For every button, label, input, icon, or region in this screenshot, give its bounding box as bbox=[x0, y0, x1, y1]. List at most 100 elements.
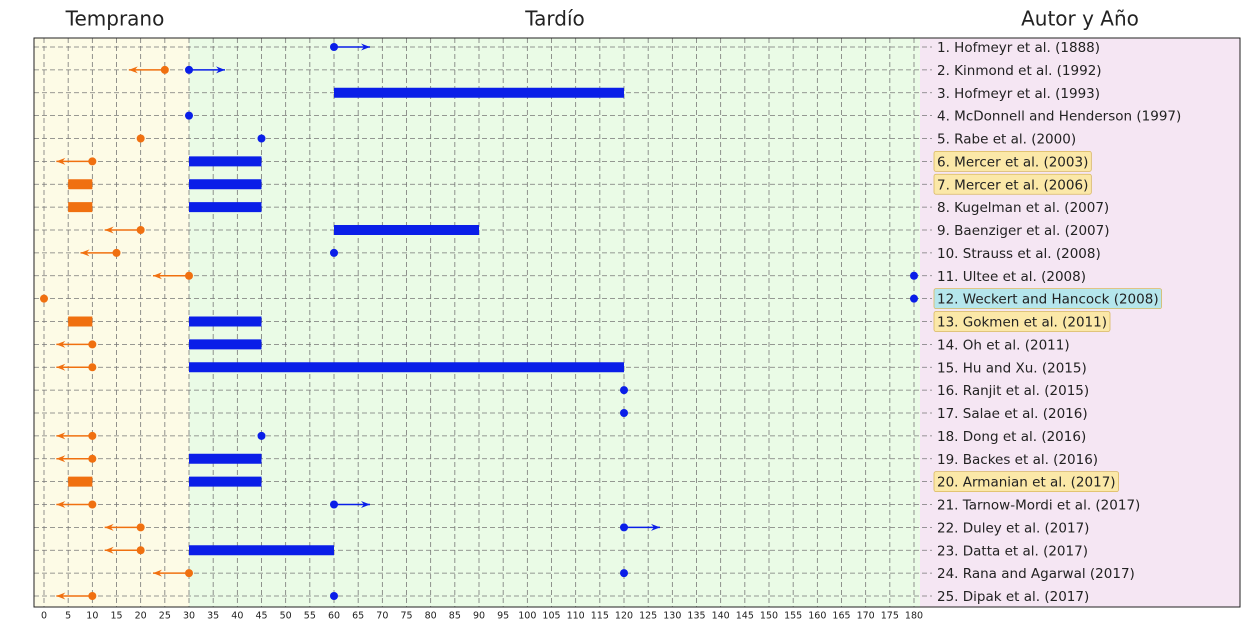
point bbox=[40, 294, 48, 303]
study-label: 10. Strauss et al. (2008) bbox=[937, 246, 1101, 262]
x-tick-label: 115 bbox=[591, 611, 609, 622]
point bbox=[88, 431, 97, 440]
x-tick-label: 30 bbox=[183, 611, 195, 622]
x-tick-label: 160 bbox=[808, 611, 826, 622]
study-label: 24. Rana and Agarwal (2017) bbox=[937, 566, 1135, 582]
point bbox=[160, 65, 169, 74]
point bbox=[136, 226, 145, 234]
x-tick-label: 145 bbox=[736, 611, 754, 622]
arrow-head bbox=[56, 432, 66, 440]
x-tick-label: 140 bbox=[712, 611, 730, 622]
label-highlight bbox=[933, 288, 1163, 310]
study-label: 8. Kugelman et al. (2007) bbox=[937, 200, 1109, 216]
study-label: 23. Datta et al. (2017) bbox=[937, 543, 1088, 559]
point bbox=[257, 431, 266, 440]
point bbox=[136, 546, 145, 555]
range-bar bbox=[189, 156, 262, 167]
point bbox=[88, 500, 97, 509]
study-label: 13. Gokmen et al. (2011) bbox=[937, 315, 1107, 331]
point bbox=[88, 592, 97, 600]
point bbox=[330, 500, 338, 509]
point bbox=[620, 409, 628, 417]
x-tick-label: 40 bbox=[231, 611, 243, 622]
study-label: 17. Salae et al. (2016) bbox=[937, 406, 1088, 422]
study-label: 12. Weckert and Hancock (2008) bbox=[937, 292, 1159, 308]
study-label: 22. Duley et al. (2017) bbox=[937, 520, 1089, 536]
range-bar bbox=[189, 362, 624, 373]
range-bar bbox=[334, 225, 479, 235]
study-label: 7. Mercer et al. (2006) bbox=[937, 177, 1088, 193]
arrow-head bbox=[80, 249, 90, 257]
point bbox=[88, 157, 97, 166]
arrow-head bbox=[56, 501, 66, 508]
range-bar bbox=[189, 202, 262, 213]
range-bar bbox=[334, 87, 624, 98]
study-label: 4. McDonnell and Henderson (1997) bbox=[937, 109, 1181, 125]
x-tick-label: 0 bbox=[41, 611, 47, 622]
arrow-head bbox=[104, 546, 114, 554]
x-tick-label: 20 bbox=[135, 611, 147, 622]
point bbox=[330, 248, 338, 257]
arrow-head bbox=[104, 523, 114, 531]
x-tick-label: 175 bbox=[881, 611, 899, 622]
arrow-head bbox=[104, 226, 114, 234]
x-tick-label: 110 bbox=[567, 611, 585, 622]
range-bar bbox=[189, 316, 262, 327]
frame bbox=[33, 37, 1241, 608]
study-label: 15. Hu and Xu. (2015) bbox=[937, 360, 1087, 376]
point bbox=[620, 386, 628, 395]
header-author: Autor y Año bbox=[1021, 7, 1139, 31]
arrow-head bbox=[128, 66, 138, 74]
point bbox=[88, 363, 97, 372]
x-tick-label: 120 bbox=[615, 611, 633, 622]
study-label: 18. Dong et al. (2016) bbox=[937, 429, 1086, 445]
range-bar bbox=[189, 545, 334, 556]
study-label: 20. Armanian et al. (2017) bbox=[937, 475, 1116, 491]
study-label: 21. Tarnow-Mordi et al. (2017) bbox=[937, 498, 1140, 514]
x-tick-label: 90 bbox=[473, 611, 485, 622]
study-label: 1. Hofmeyr et al. (1888) bbox=[937, 40, 1100, 56]
arrow-head bbox=[361, 501, 370, 508]
point bbox=[112, 248, 121, 257]
range-bar bbox=[189, 179, 262, 190]
label-highlight bbox=[933, 311, 1111, 332]
study-label: 19. Backes et al. (2016) bbox=[937, 452, 1098, 468]
point bbox=[620, 523, 628, 532]
x-tick-label: 10 bbox=[86, 611, 98, 622]
study-label: 14. Oh et al. (2011) bbox=[937, 337, 1070, 353]
header-late: Tardío bbox=[524, 7, 585, 31]
x-tick-label: 125 bbox=[639, 611, 657, 622]
point bbox=[88, 340, 97, 349]
arrow-head bbox=[56, 455, 66, 463]
x-tick-label: 165 bbox=[832, 611, 850, 622]
study-label: 16. Ranjit et al. (2015) bbox=[937, 383, 1089, 399]
arrow-head bbox=[361, 43, 370, 51]
range-bar bbox=[68, 179, 93, 190]
x-tick-label: 50 bbox=[280, 611, 292, 622]
x-tick-label: 155 bbox=[784, 611, 802, 622]
x-tick-label: 70 bbox=[376, 611, 388, 622]
study-label: 5. Rabe et al. (2000) bbox=[937, 132, 1076, 148]
x-tick-label: 45 bbox=[255, 611, 267, 622]
range-bar bbox=[68, 476, 93, 487]
arrow-head bbox=[56, 592, 66, 600]
x-tick-label: 150 bbox=[760, 611, 778, 622]
range-bar bbox=[189, 476, 262, 487]
study-label: 3. Hofmeyr et al. (1993) bbox=[937, 86, 1100, 102]
study-label: 11. Ultee et al. (2008) bbox=[937, 269, 1086, 285]
zone bbox=[189, 38, 920, 607]
point bbox=[620, 569, 628, 578]
x-tick-label: 135 bbox=[687, 611, 705, 622]
arrow-head bbox=[56, 363, 66, 371]
arrow-head bbox=[153, 569, 162, 577]
point bbox=[185, 271, 193, 280]
x-tick-label: 170 bbox=[857, 611, 875, 622]
x-tick-label: 15 bbox=[110, 611, 122, 622]
arrow-head bbox=[56, 340, 66, 348]
x-tick-label: 5 bbox=[65, 611, 71, 622]
point bbox=[185, 569, 193, 578]
x-tick-label: 105 bbox=[542, 611, 560, 622]
x-tick-label: 25 bbox=[159, 611, 171, 622]
x-tick-label: 35 bbox=[207, 611, 219, 622]
